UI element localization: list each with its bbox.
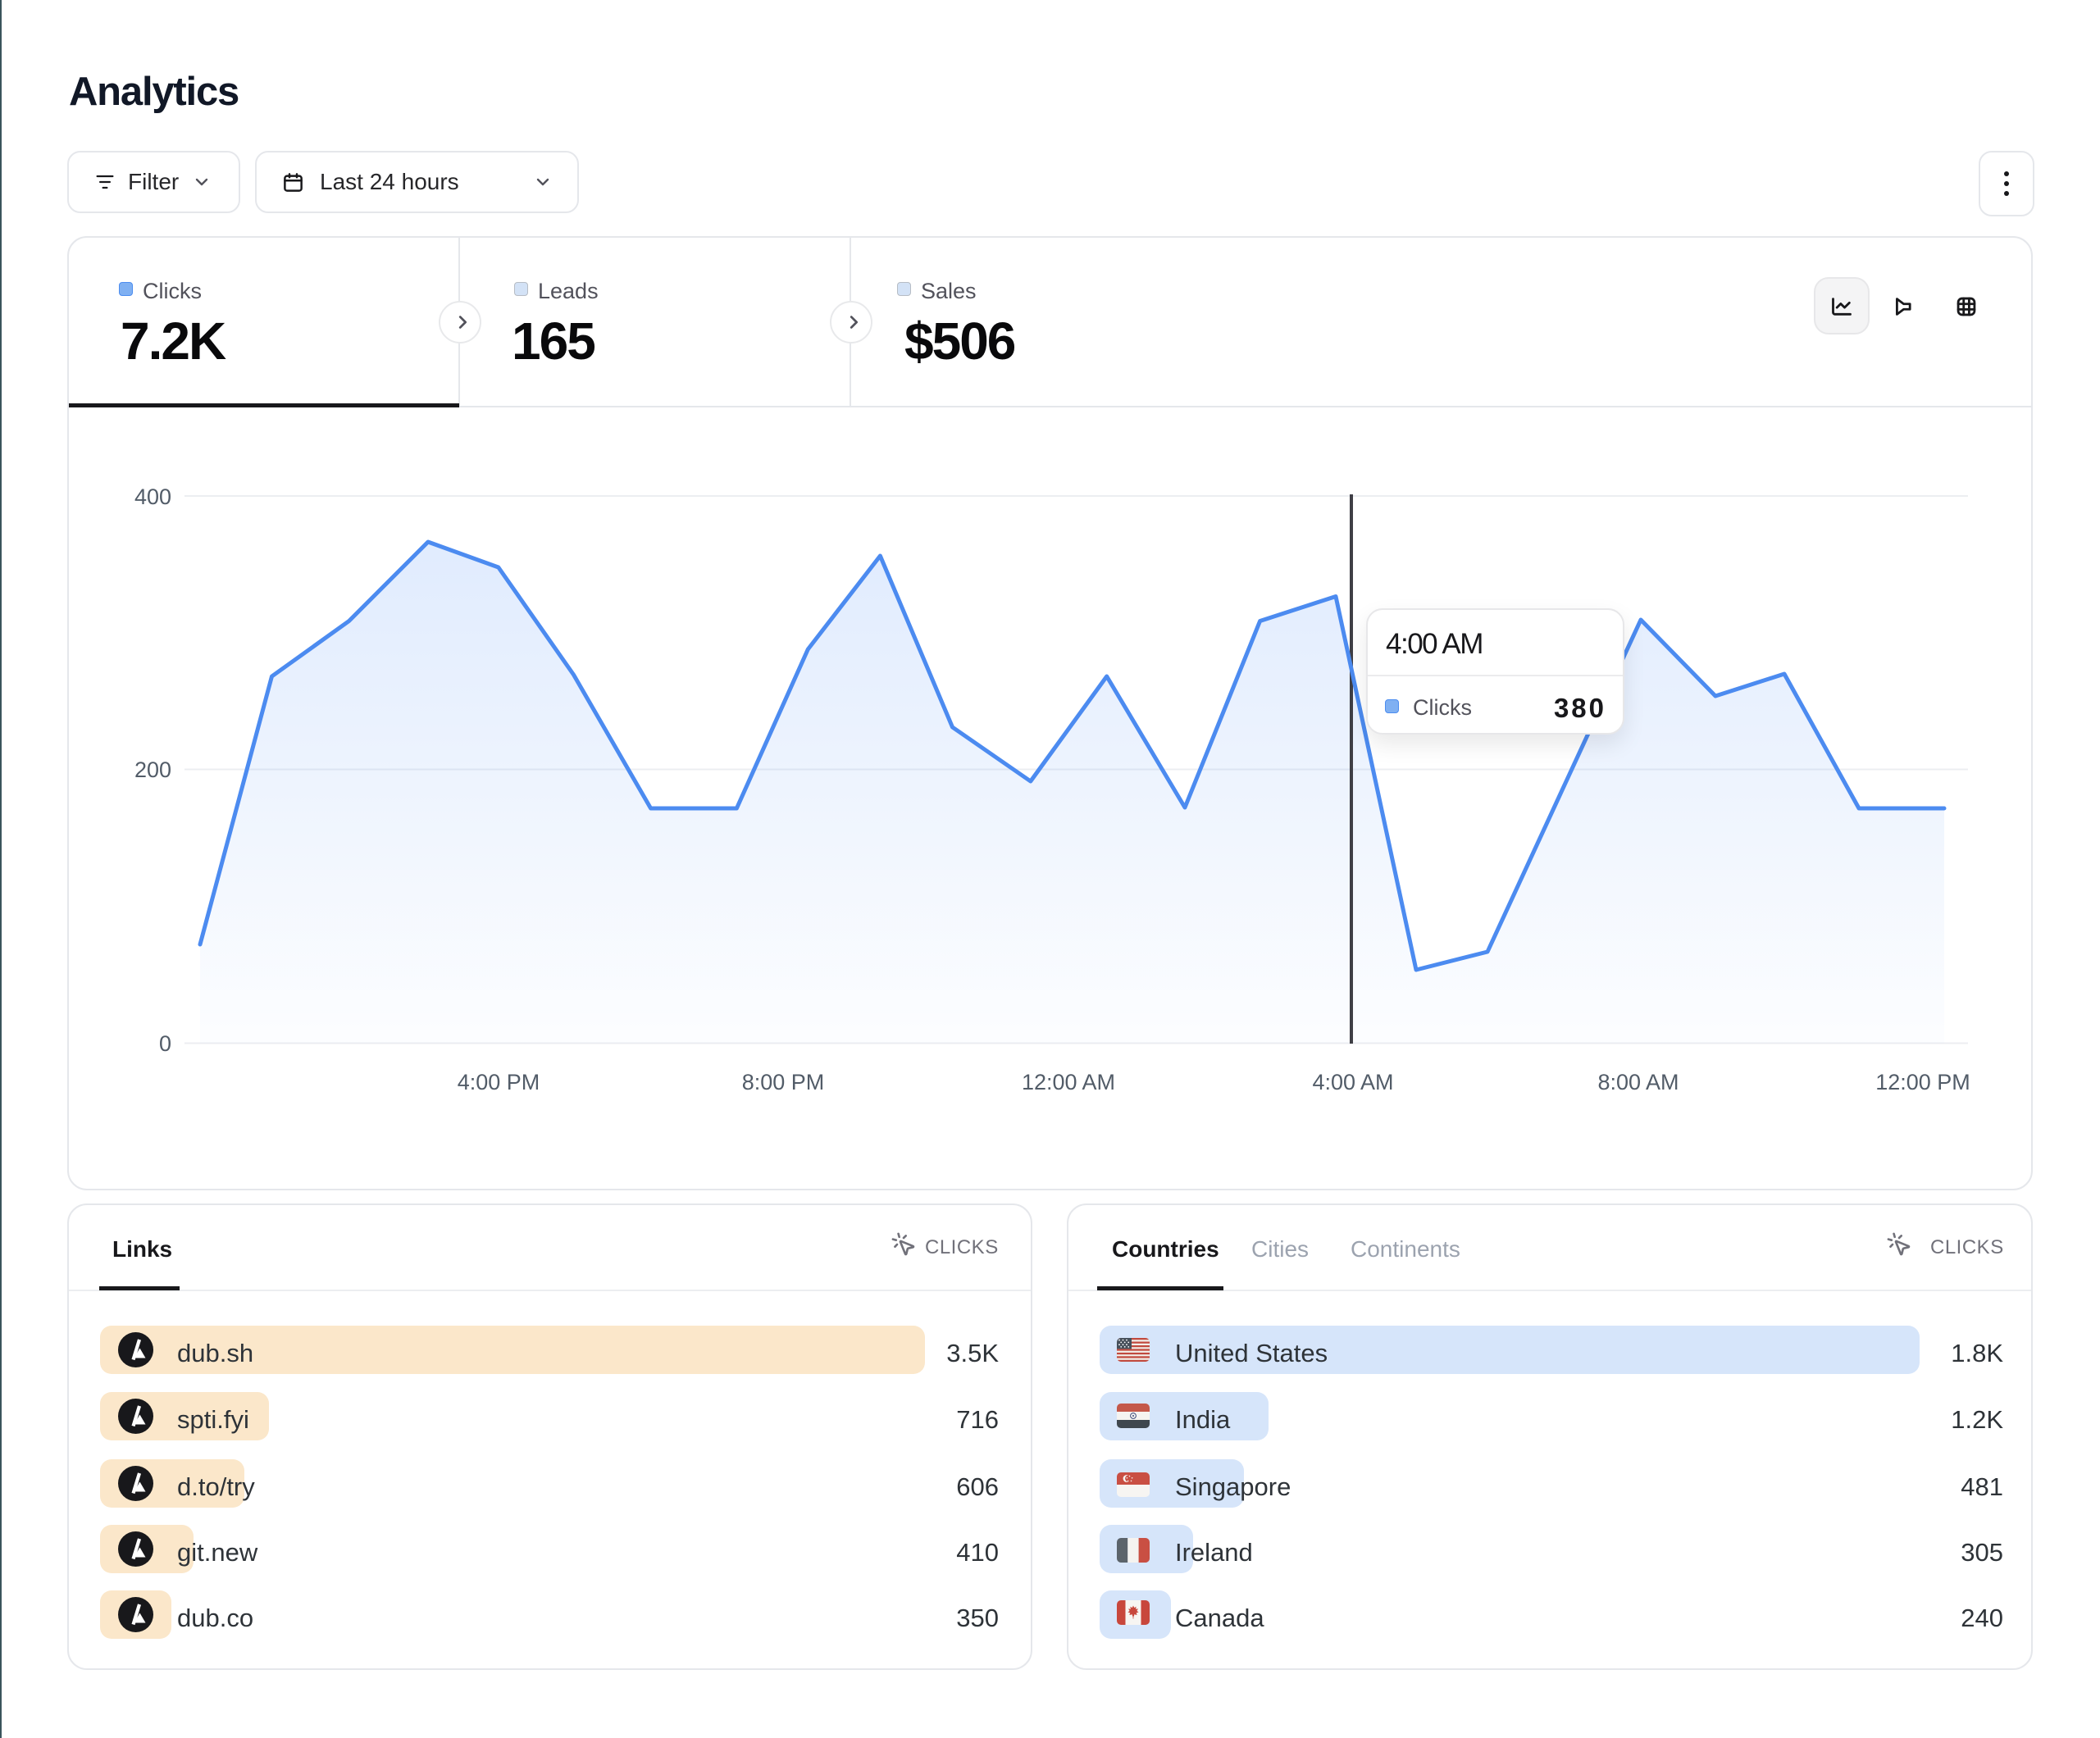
svg-text:12:00 AM: 12:00 AM: [1022, 1070, 1115, 1094]
svg-text:400: 400: [134, 485, 171, 509]
svg-text:12:00 PM: 12:00 PM: [1875, 1070, 1970, 1094]
svg-text:4:00 PM: 4:00 PM: [458, 1070, 540, 1094]
svg-text:4:00 AM: 4:00 AM: [1312, 1070, 1393, 1094]
svg-text:200: 200: [134, 758, 171, 782]
svg-text:8:00 PM: 8:00 PM: [742, 1070, 825, 1094]
svg-text:0: 0: [159, 1031, 171, 1056]
svg-text:8:00 AM: 8:00 AM: [1597, 1070, 1679, 1094]
